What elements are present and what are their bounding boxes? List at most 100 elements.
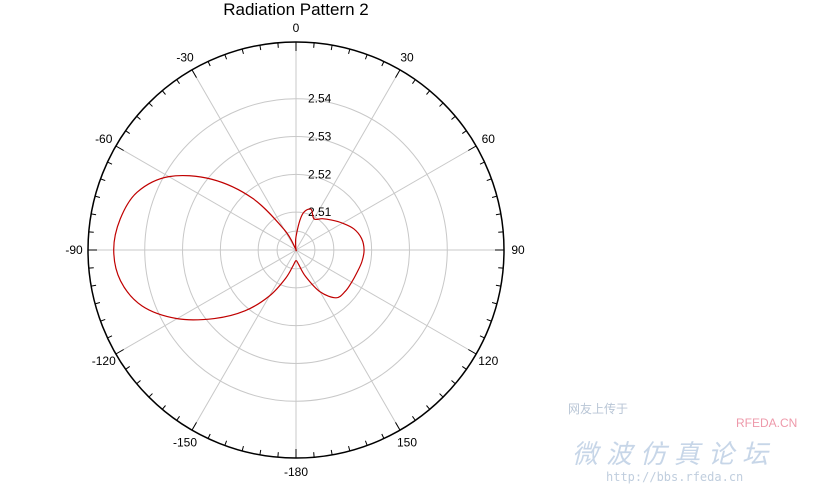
radial-tick-label: 2.52	[308, 167, 332, 181]
angular-tick	[486, 318, 492, 322]
angular-tick-label: 0	[293, 21, 300, 35]
angular-tick	[381, 61, 385, 67]
angular-tick	[364, 54, 368, 60]
angular-tick-label: -90	[65, 243, 83, 257]
angular-tick	[191, 422, 197, 431]
angular-tick-label: 150	[397, 435, 417, 449]
angular-tick	[161, 90, 166, 95]
angular-tick-label: 90	[511, 243, 525, 257]
angular-tick	[468, 349, 477, 355]
grid-ring	[144, 98, 448, 402]
angular-tick	[412, 416, 416, 421]
angular-tick	[207, 61, 211, 67]
series-line	[113, 174, 365, 321]
angular-tick	[259, 449, 262, 455]
grid-spoke	[295, 249, 477, 355]
angular-tick	[491, 302, 498, 305]
angular-tick	[495, 213, 501, 216]
angular-tick	[224, 54, 228, 60]
angular-tick-label: -180	[284, 465, 308, 479]
grid-spoke	[115, 249, 297, 355]
angular-tick	[491, 195, 498, 198]
watermark-forum-name: 微波仿真论坛	[572, 440, 777, 470]
chart-title: Radiation Pattern 2	[223, 0, 369, 19]
angular-tick	[451, 380, 456, 385]
radial-tick-label: 2.51	[308, 205, 332, 219]
angular-tick	[462, 366, 467, 370]
radial-tick-label: 2.54	[308, 92, 332, 106]
angular-tick	[191, 69, 197, 78]
angular-tick	[136, 380, 141, 385]
angular-tick	[91, 284, 97, 287]
series-layer	[113, 174, 365, 321]
angular-tick	[125, 366, 130, 370]
angular-ticks	[88, 42, 504, 458]
angular-tick-label: -60	[95, 132, 113, 146]
angular-tick	[241, 445, 244, 452]
angular-tick	[176, 79, 180, 84]
angular-tick	[330, 45, 333, 51]
angular-tick	[395, 422, 401, 431]
angular-tick	[348, 48, 351, 55]
angular-tick	[91, 213, 97, 216]
angular-tick	[161, 405, 166, 410]
angular-tick	[115, 145, 124, 151]
angular-tick	[381, 433, 385, 439]
grid-spoke	[295, 249, 401, 431]
grid-ring	[257, 211, 335, 289]
angular-tick	[115, 349, 124, 355]
angular-tick	[241, 48, 244, 55]
angular-tick	[479, 161, 485, 165]
grid-ring	[182, 136, 410, 364]
angular-tick	[330, 449, 333, 455]
angular-tick-label: -30	[176, 51, 194, 65]
angular-tick	[451, 115, 456, 120]
radial-tick-label: 2.53	[308, 130, 332, 144]
angular-tick	[94, 195, 101, 198]
angular-tick	[486, 178, 492, 182]
grid-spoke	[295, 69, 401, 251]
angular-tick	[495, 284, 501, 287]
angular-tick	[107, 335, 113, 339]
grid-ring	[276, 230, 316, 270]
angular-tick-label: -120	[92, 354, 116, 368]
grid-spoke	[191, 249, 297, 431]
angular-tick	[439, 102, 444, 107]
grid-spoke	[115, 145, 297, 251]
watermark: 网友上传于 RFEDA.CN 微波仿真论坛 http://bbs.rfeda.c…	[560, 398, 815, 488]
angular-tick	[224, 440, 228, 446]
grid-ring	[219, 173, 373, 327]
watermark-brand: RFEDA.CN	[736, 416, 798, 430]
angular-tick	[439, 393, 444, 398]
angular-tick	[259, 45, 262, 51]
angular-tick	[412, 79, 416, 84]
angular-tick	[395, 69, 401, 78]
angular-tick-label: 60	[482, 132, 496, 146]
angular-tick	[207, 433, 211, 439]
angular-tick	[364, 440, 368, 446]
angular-tick	[107, 161, 113, 165]
angular-tick	[100, 178, 106, 182]
watermark-uploaded-text: 网友上传于	[568, 402, 629, 416]
angular-tick	[148, 393, 153, 398]
angular-tick	[176, 416, 180, 421]
angular-tick	[348, 445, 351, 452]
angular-tick	[479, 335, 485, 339]
angular-tick	[100, 318, 106, 322]
angular-tick-label: 120	[478, 354, 498, 368]
angular-tick	[125, 130, 130, 134]
angular-tick	[426, 405, 431, 410]
watermark-url: http://bbs.rfeda.cn	[606, 470, 744, 484]
angular-tick	[468, 145, 477, 151]
angular-tick	[462, 130, 467, 134]
angular-tick-label: -150	[173, 435, 197, 449]
angular-tick	[426, 90, 431, 95]
grid-spoke	[191, 69, 297, 251]
angular-tick	[94, 302, 101, 305]
angular-tick	[148, 102, 153, 107]
angular-tick-label: 30	[400, 51, 414, 65]
angular-tick	[136, 115, 141, 120]
grid-spoke	[295, 145, 477, 251]
tick-labels: 0 30 60 90 120 150 -180 -150 -120 -90 -60 -30 2.51 2.…	[65, 21, 525, 479]
